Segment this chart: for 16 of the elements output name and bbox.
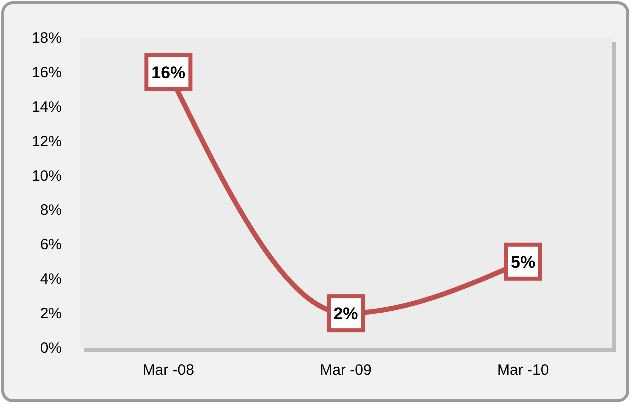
data-label: 2% bbox=[334, 304, 358, 324]
y-tick-label: 16% bbox=[32, 64, 62, 82]
y-tick-label: 8% bbox=[40, 202, 62, 220]
x-tick-label: Mar -10 bbox=[497, 362, 550, 379]
y-tick-label: 4% bbox=[40, 271, 62, 288]
data-label: 16% bbox=[152, 63, 186, 82]
x-tick-label: Mar -09 bbox=[320, 362, 372, 379]
data-label: 5% bbox=[511, 252, 536, 272]
y-tick-label: 6% bbox=[40, 236, 62, 254]
y-tick-label: 14% bbox=[32, 98, 62, 116]
y-tick-label: 2% bbox=[40, 306, 62, 323]
y-tick-label: 18% bbox=[32, 30, 62, 47]
y-tick-label: 12% bbox=[32, 133, 62, 150]
y-tick-label: 0% bbox=[40, 340, 62, 357]
x-tick-label: Mar -08 bbox=[142, 362, 195, 379]
y-tick-label: 10% bbox=[32, 168, 62, 185]
